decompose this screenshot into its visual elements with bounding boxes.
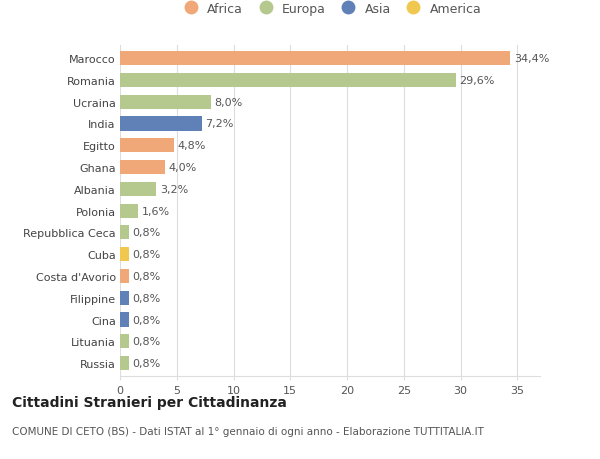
Bar	[120, 291, 129, 305]
Text: 7,2%: 7,2%	[205, 119, 233, 129]
Bar	[120, 161, 166, 175]
Text: 0,8%: 0,8%	[133, 336, 161, 347]
Bar	[120, 313, 129, 327]
Bar	[120, 269, 129, 284]
Text: 8,0%: 8,0%	[214, 97, 242, 107]
Bar	[120, 247, 129, 262]
Text: 0,8%: 0,8%	[133, 228, 161, 238]
Bar	[120, 356, 129, 370]
Bar	[120, 73, 456, 88]
Text: 0,8%: 0,8%	[133, 293, 161, 303]
Text: 0,8%: 0,8%	[133, 250, 161, 260]
Bar	[120, 95, 211, 110]
Bar	[120, 139, 175, 153]
Bar	[120, 204, 138, 218]
Bar	[120, 335, 129, 349]
Text: 4,8%: 4,8%	[178, 141, 206, 151]
Text: 3,2%: 3,2%	[160, 185, 188, 195]
Text: Cittadini Stranieri per Cittadinanza: Cittadini Stranieri per Cittadinanza	[12, 395, 287, 409]
Text: 29,6%: 29,6%	[460, 76, 495, 86]
Text: COMUNE DI CETO (BS) - Dati ISTAT al 1° gennaio di ogni anno - Elaborazione TUTTI: COMUNE DI CETO (BS) - Dati ISTAT al 1° g…	[12, 426, 484, 436]
Bar	[120, 52, 511, 66]
Legend: Africa, Europa, Asia, America: Africa, Europa, Asia, America	[179, 3, 481, 16]
Bar	[120, 117, 202, 131]
Text: 0,8%: 0,8%	[133, 358, 161, 368]
Text: 0,8%: 0,8%	[133, 315, 161, 325]
Text: 1,6%: 1,6%	[142, 206, 170, 216]
Text: 4,0%: 4,0%	[169, 162, 197, 173]
Text: 34,4%: 34,4%	[514, 54, 549, 64]
Bar	[120, 182, 157, 196]
Bar	[120, 226, 129, 240]
Text: 0,8%: 0,8%	[133, 271, 161, 281]
